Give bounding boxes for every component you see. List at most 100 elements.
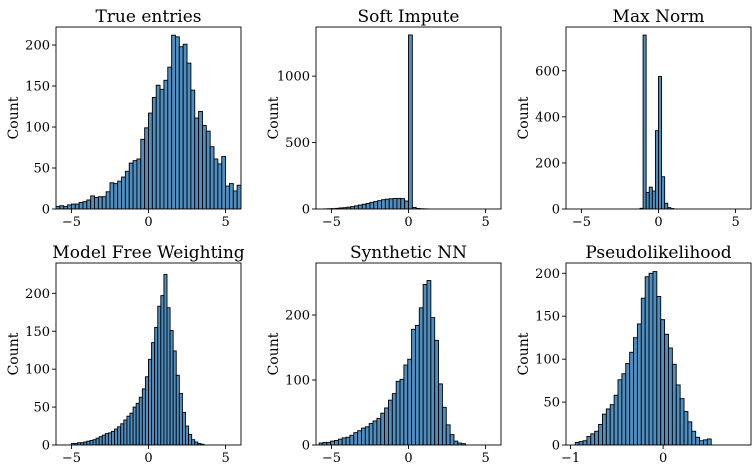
histogram-bar <box>126 415 131 445</box>
histogram-bar <box>178 46 184 209</box>
bars <box>574 271 712 445</box>
histogram-bar <box>166 307 171 445</box>
histogram-bar <box>141 388 146 445</box>
y-tick-label: 50 <box>33 401 50 416</box>
histogram-bar <box>163 79 169 209</box>
histogram-bar <box>703 439 708 445</box>
histogram-bar <box>396 197 402 209</box>
histogram-bar <box>138 396 143 445</box>
histogram-bar <box>155 84 161 209</box>
histogram-bar <box>190 89 196 209</box>
histogram-bar <box>586 435 592 445</box>
y-tick-label: 200 <box>535 267 560 282</box>
histogram-bar <box>117 426 122 445</box>
histogram-bar <box>645 191 650 209</box>
histogram-bar <box>345 436 351 445</box>
histogram-bar <box>430 317 436 445</box>
chart-title: Model Free Weighting <box>52 243 245 263</box>
histogram-bar <box>94 197 99 209</box>
axes-frame <box>565 262 752 446</box>
x-tick-label: −5 <box>572 215 591 230</box>
histogram-bar <box>651 190 656 209</box>
histogram-bar <box>699 440 704 445</box>
histogram-bar <box>376 417 382 445</box>
histogram-bar <box>113 183 119 209</box>
histogram-bar <box>109 182 115 209</box>
y-tick-label: 200 <box>25 287 50 302</box>
y-tick-label: 400 <box>535 110 560 125</box>
histogram-bar <box>121 176 126 209</box>
histogram-bar <box>660 319 666 445</box>
histogram-bar <box>181 411 186 445</box>
histogram-bar <box>171 34 176 209</box>
histogram-bar <box>172 350 177 445</box>
histogram-bar <box>135 402 140 445</box>
histogram-bar <box>117 180 122 209</box>
histogram-bar <box>185 425 190 445</box>
histogram-bar <box>198 110 203 209</box>
y-axis-label: Count <box>6 332 22 375</box>
histogram-bar <box>132 160 138 209</box>
histogram-bar <box>160 295 165 445</box>
histogram-bar <box>194 117 200 209</box>
histogram-bar <box>656 296 662 445</box>
histogram-bar <box>633 337 638 445</box>
histogram-bar <box>449 434 455 445</box>
bars <box>639 34 675 209</box>
y-tick-label: 100 <box>285 374 310 389</box>
chart-title: Soft Impute <box>358 7 460 27</box>
histogram-bar <box>640 297 646 445</box>
histogram-bar <box>188 433 193 445</box>
x-tick-label: 0 <box>659 451 667 465</box>
histogram-bar <box>182 43 188 209</box>
histogram-bar <box>148 112 153 209</box>
histogram-bar <box>664 333 669 445</box>
x-tick-label: 5 <box>221 451 229 465</box>
histogram-bar <box>240 198 241 209</box>
histogram-bar <box>372 420 378 445</box>
histogram-bar <box>613 394 619 445</box>
histogram-bar <box>687 421 693 445</box>
y-tick-label: 50 <box>543 396 560 411</box>
y-tick-label: 0 <box>42 439 50 454</box>
y-axis-label: Count <box>516 332 532 375</box>
histogram-bar <box>104 433 109 445</box>
histogram-bar <box>578 441 584 445</box>
histogram-bar <box>169 330 174 445</box>
histogram-bar <box>151 97 157 209</box>
histogram-bar <box>151 342 156 445</box>
y-tick-label: 150 <box>25 325 50 340</box>
histogram-bar <box>129 412 134 445</box>
histogram-bar <box>392 198 398 209</box>
histogram-bar <box>668 347 673 445</box>
histogram-bar <box>414 324 420 445</box>
histogram-bar <box>434 339 440 445</box>
y-tick-label: 0 <box>42 203 50 218</box>
x-tick-label: −5 <box>322 215 341 230</box>
histogram-bar <box>136 158 142 209</box>
histogram-bar <box>403 364 409 445</box>
histogram-bar <box>144 127 149 209</box>
histogram-bar <box>154 327 159 445</box>
histogram-bar <box>602 413 607 445</box>
histogram-bar <box>609 404 615 445</box>
histogram-bar <box>194 441 199 445</box>
histogram-bar <box>361 203 367 209</box>
histogram-bar <box>399 378 405 445</box>
panel-soft-impute: −5 0 5 0 500 1000 Soft Impute Count <box>266 7 502 230</box>
chart-title: Synthetic NN <box>350 243 467 263</box>
histogram-bar <box>648 186 653 209</box>
panel-max-norm: −5 0 5 0 200 400 600 Max Norm Count <box>516 7 752 230</box>
x-tick-label: −1 <box>561 451 580 465</box>
histogram-bar <box>59 205 65 209</box>
histogram-bar <box>217 163 223 209</box>
y-tick-label: 0 <box>552 439 560 454</box>
y-tick-label: 200 <box>25 39 50 54</box>
histogram-bar <box>97 196 103 209</box>
x-tick-label: −5 <box>322 451 341 465</box>
histogram-bar <box>408 34 413 209</box>
histogram-bar <box>365 202 371 209</box>
histogram-bar <box>232 190 238 209</box>
